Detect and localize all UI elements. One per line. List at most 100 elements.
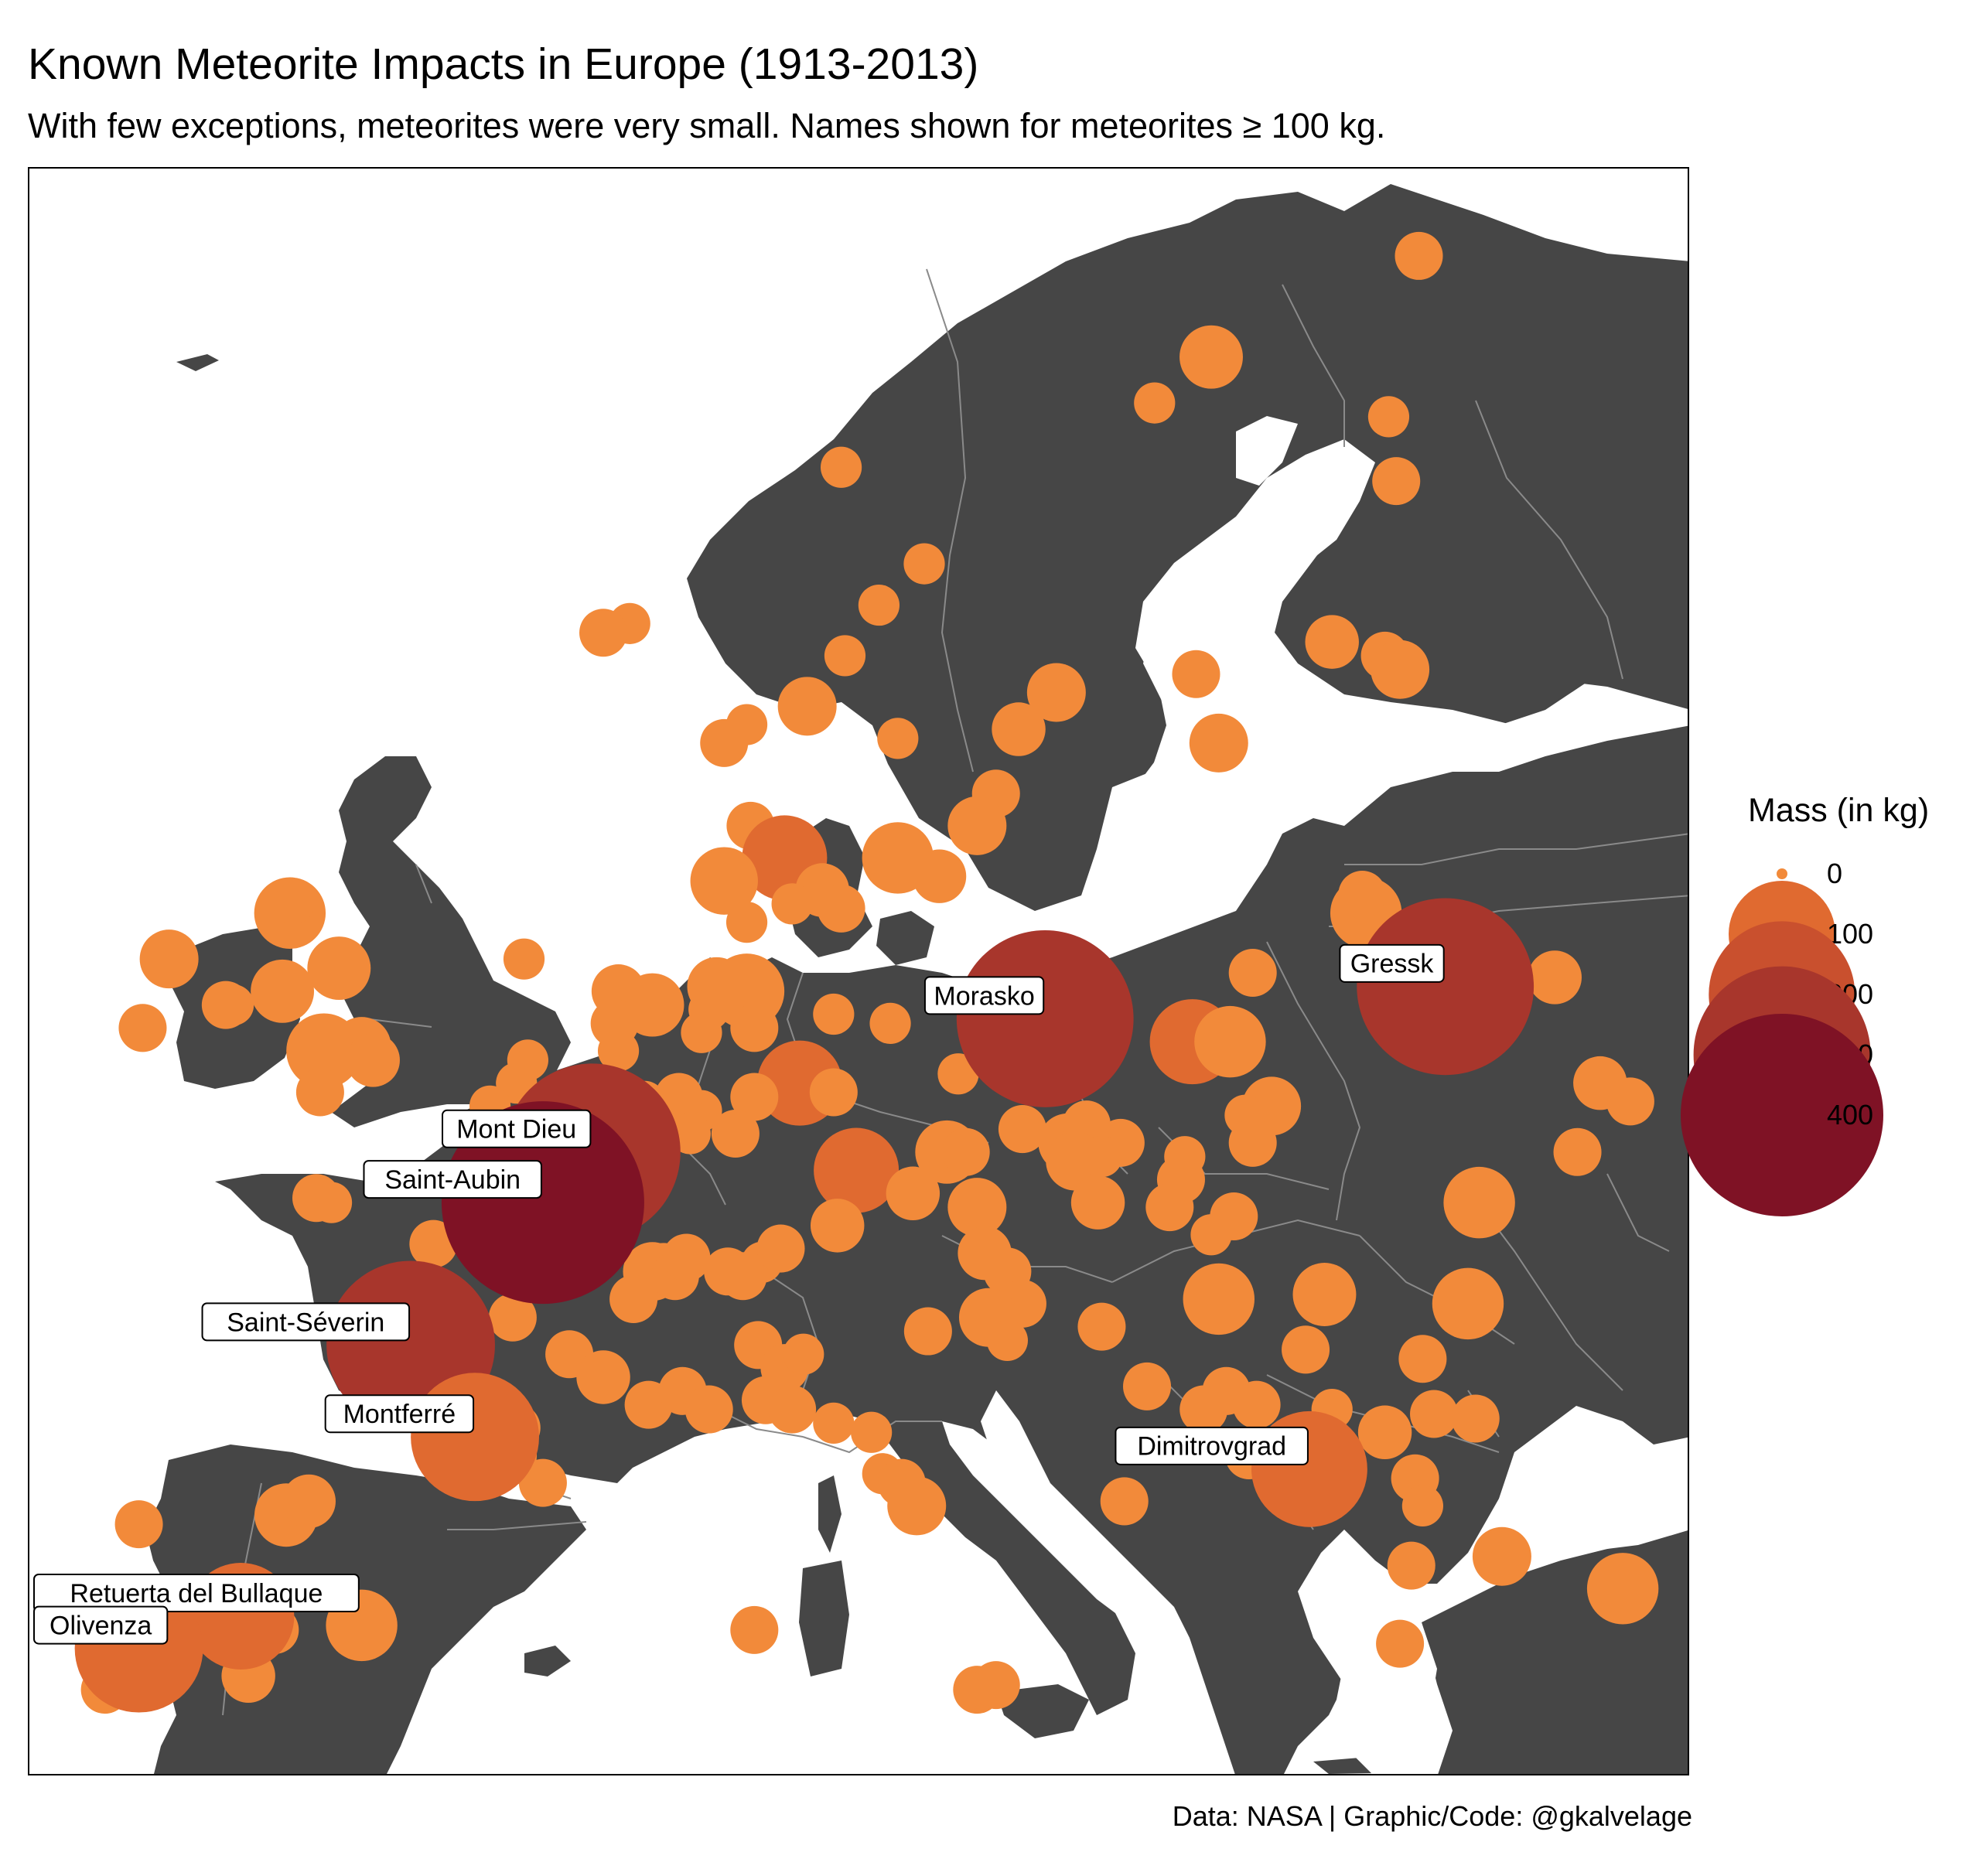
meteorite-label-box — [201, 1302, 411, 1342]
meteorite-point — [886, 1166, 940, 1220]
points-layer — [74, 231, 1659, 1714]
meteorite-point — [1451, 1394, 1500, 1443]
meteorite-point — [810, 1199, 865, 1253]
meteorite-point — [912, 849, 967, 903]
legend-key — [1777, 868, 1787, 879]
meteorite-label-text: Saint-Séverin — [227, 1308, 384, 1337]
legend: Mass (in kg) 0 100 200 300 400 — [1681, 792, 1972, 1216]
meteorite-point — [310, 1182, 353, 1223]
meteorite-point — [937, 1053, 979, 1095]
meteorite-point — [114, 1500, 163, 1549]
meteorite-point — [1292, 1263, 1357, 1326]
meteorite-point — [1410, 1390, 1459, 1438]
meteorite-point — [725, 902, 768, 943]
meteorite-point — [851, 1411, 893, 1453]
meteorite-point — [820, 446, 862, 488]
meteorite-point-labeled — [411, 1373, 539, 1502]
meteorite-label: Olivenza — [33, 1605, 169, 1645]
meteorite-label-text: Mont Dieu — [456, 1115, 576, 1144]
meteorite-point — [684, 1385, 733, 1434]
map-panel: Gressk Morasko Mont Dieu Saint-Aubin Saint-S… — [28, 167, 1689, 1775]
meteorite-point — [711, 1109, 760, 1158]
meteorite-point — [817, 884, 865, 933]
meteorite-label: Mont Dieu — [442, 1109, 592, 1148]
meteorite-point — [1282, 1325, 1330, 1374]
meteorite-label: Montferré — [324, 1394, 475, 1434]
meteorite-point — [1070, 1175, 1125, 1230]
meteorite-point — [1145, 1183, 1194, 1232]
meteorite-point — [756, 1224, 805, 1273]
meteorite-point — [992, 702, 1046, 756]
meteorite-point — [777, 677, 837, 736]
meteorite-point — [688, 988, 730, 1031]
meteorite-point — [307, 936, 371, 1001]
meteorite-point — [1606, 1077, 1654, 1126]
meteorite-point — [1443, 1166, 1515, 1239]
meteorite-point — [346, 1033, 400, 1087]
meteorite-point — [1179, 325, 1243, 389]
legend-item-400: 400 — [1681, 1014, 1972, 1216]
meteorite-point — [809, 1068, 858, 1117]
meteorite-point — [518, 1458, 567, 1507]
meteorite-point — [118, 1004, 167, 1052]
meteorite-point — [251, 959, 315, 1023]
meteorite-label-box — [33, 1574, 360, 1612]
meteorite-point — [986, 1319, 1028, 1362]
meteorite-point — [947, 796, 1007, 855]
meteorite-label-box — [1115, 1426, 1309, 1465]
chart-title: Known Meteorite Impacts in Europe (1913-… — [28, 39, 979, 89]
meteorite-point — [1372, 457, 1421, 506]
meteorite-point — [941, 1127, 990, 1176]
meteorite-point — [813, 1402, 855, 1445]
land-scandinavia — [687, 184, 1688, 911]
meteorite-point — [1232, 1380, 1281, 1429]
meteorite-point — [903, 543, 945, 585]
meteorite-point — [1194, 1005, 1266, 1078]
meteorite-point — [1376, 1619, 1425, 1668]
meteorite-point — [903, 1307, 952, 1356]
meteorite-point — [814, 1127, 900, 1213]
meteorite-point — [1190, 1214, 1232, 1256]
meteorite-point — [1553, 1127, 1602, 1176]
meteorite-label-text: Olivenza — [50, 1612, 152, 1641]
meteorite-point — [1172, 650, 1220, 698]
meteorite-point — [282, 1474, 336, 1529]
meteorite-point — [488, 1293, 537, 1342]
legend-key — [1681, 1014, 1883, 1216]
meteorite-point — [971, 1661, 1020, 1710]
meteorite-point — [783, 1333, 824, 1375]
meteorite-label-box — [1339, 943, 1445, 983]
meteorite-label: Saint-Séverin — [201, 1302, 411, 1342]
meteorite-point — [503, 938, 545, 980]
meteorite-point — [1134, 382, 1176, 424]
meteorite-point — [1472, 1526, 1531, 1586]
meteorite-point — [887, 1476, 947, 1536]
meteorite-point — [1077, 1302, 1126, 1351]
meteorite-point — [273, 883, 315, 925]
land-balearic — [524, 1646, 571, 1676]
meteorite-point — [1189, 713, 1248, 773]
meteorite-point — [1228, 1118, 1277, 1167]
meteorite-label-box — [923, 976, 1045, 1015]
meteorite-point — [947, 1178, 1007, 1237]
meteorite-point — [409, 1219, 458, 1268]
meteorite-point — [1387, 1541, 1436, 1590]
meteorite-label: Dimitrovgrad — [1115, 1426, 1309, 1465]
meteorite-point — [730, 1004, 779, 1052]
meteorite-point — [1338, 870, 1387, 919]
meteorite-point — [1367, 396, 1410, 438]
meteorite-label: Gressk — [1339, 943, 1445, 983]
meteorite-point — [869, 1002, 911, 1044]
legend-item-0: 0 — [1748, 844, 1972, 904]
meteorite-point-labeled — [956, 930, 1134, 1107]
meteorite-point — [1228, 948, 1277, 998]
meteorite-label-text: Saint-Aubin — [384, 1165, 521, 1195]
meteorite-point — [1528, 950, 1582, 1005]
meteorite-point — [998, 1105, 1046, 1154]
meteorite-point — [813, 993, 855, 1035]
meteorite-label-box — [442, 1109, 592, 1148]
meteorite-label-box — [33, 1605, 169, 1645]
meteorite-point — [1026, 663, 1086, 722]
water-layer — [942, 416, 1688, 1774]
meteorite-point — [507, 1039, 549, 1081]
